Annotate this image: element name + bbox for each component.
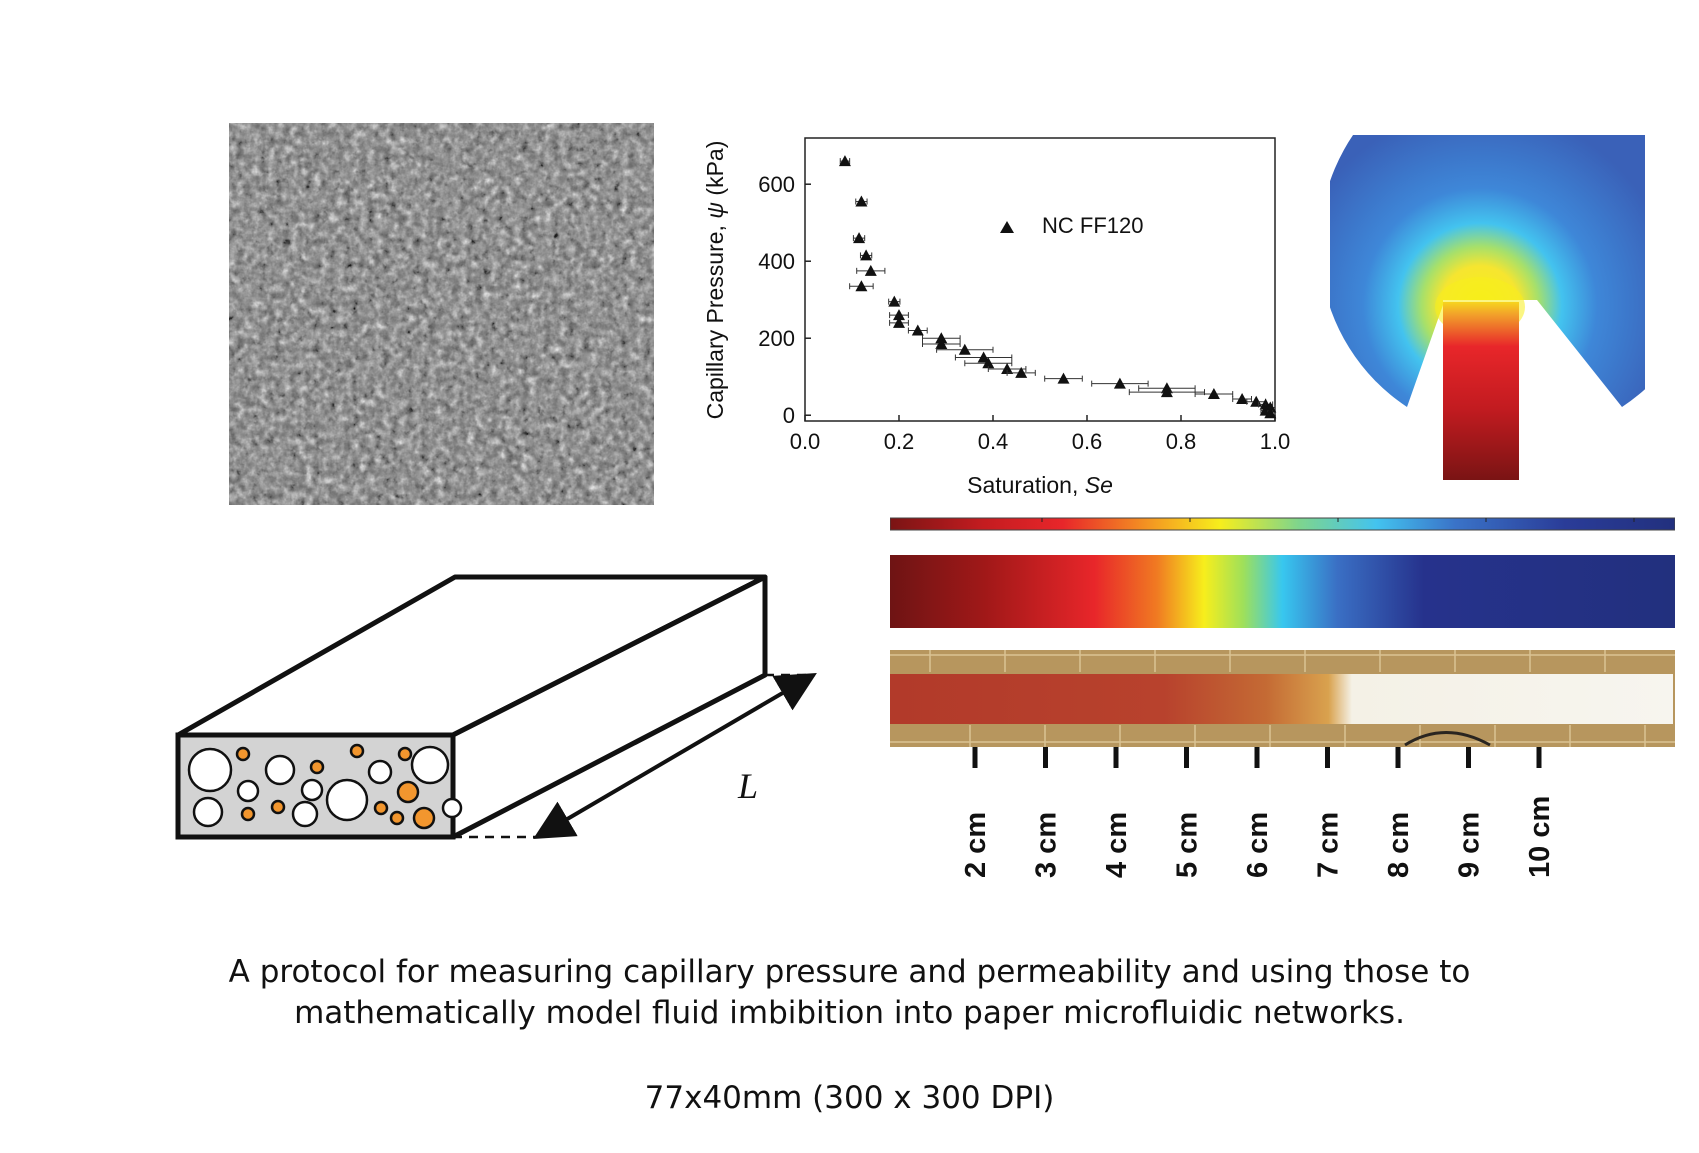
data-point	[856, 264, 886, 276]
length-label: L	[737, 766, 758, 806]
chart-legend: NC FF120	[1000, 213, 1143, 238]
triangle-marker	[855, 280, 868, 292]
ruler-label: 8 cm	[1383, 812, 1415, 878]
triangle-marker	[935, 332, 948, 344]
data-point	[889, 316, 909, 328]
length-arrow	[533, 672, 817, 840]
ruler-label: 6 cm	[1242, 812, 1274, 878]
triangle-marker	[864, 264, 877, 276]
simulated-strip	[890, 555, 1675, 628]
caption-line-1: A protocol for measuring capillary press…	[228, 954, 1471, 990]
x-tick-label: 0.0	[790, 429, 821, 454]
x-tick-label: 0.6	[1072, 429, 1103, 454]
inlet-stem	[1443, 302, 1519, 480]
data-point	[852, 232, 866, 244]
ruler-label: 3 cm	[1031, 812, 1063, 878]
strip-shadow-arc	[1404, 731, 1491, 747]
triangle-marker	[893, 316, 905, 328]
ruler-label: 7 cm	[1313, 812, 1345, 878]
triangle-marker	[853, 232, 866, 244]
ruler-label: 10 cm	[1524, 796, 1556, 878]
caption-line-2: mathematically model fluid imbibition in…	[294, 995, 1405, 1031]
sem-micrograph	[229, 123, 654, 505]
y-tick-label: 600	[758, 172, 795, 197]
data-point	[922, 337, 961, 349]
porous-medium-schematic: L	[175, 574, 817, 840]
data-point	[907, 324, 928, 336]
data-point	[1006, 366, 1036, 378]
triangle-marker	[1160, 386, 1173, 398]
imbibition-simulation-figure	[1330, 135, 1645, 480]
x-tick-label: 0.2	[884, 429, 915, 454]
data-point	[855, 195, 868, 207]
data-point	[838, 155, 851, 167]
triangle-marker	[1001, 363, 1014, 375]
data-point	[859, 249, 873, 261]
figure-dimensions: 77x40mm (300 x 300 DPI)	[644, 1080, 1055, 1116]
data-point	[1044, 372, 1083, 384]
data-point	[936, 343, 994, 355]
data-point	[1194, 388, 1234, 400]
triangle-marker	[1057, 372, 1070, 384]
data-point	[987, 363, 1027, 375]
paper-strip-photo: 2 cm 3 cm 4 cm 5 cm 6 cm 7 cm 8 cm 9 cm 10 cm	[890, 650, 1675, 878]
triangle-marker	[977, 351, 990, 363]
ruler-label: 2 cm	[960, 812, 992, 878]
data-point	[964, 357, 1013, 369]
legend-label: NC FF120	[1042, 213, 1143, 238]
x-tick-label: 0.8	[1166, 429, 1197, 454]
x-axis-label: Saturation, Se	[967, 472, 1113, 498]
triangle-marker	[1236, 393, 1249, 405]
triangle-marker	[860, 249, 873, 261]
triangle-marker	[838, 155, 851, 167]
y-tick-label: 200	[758, 326, 795, 351]
y-tick-label: 400	[758, 249, 795, 274]
triangle-marker	[982, 357, 995, 369]
y-tick-label: 0	[783, 403, 795, 428]
data-point	[1232, 393, 1252, 405]
legend-marker	[1000, 221, 1014, 233]
triangle-marker	[935, 337, 948, 349]
triangle-marker	[855, 195, 868, 207]
data-point	[954, 351, 1013, 363]
data-point	[1128, 386, 1205, 398]
triangle-marker	[893, 309, 905, 321]
y-axis-label: Capillary Pressure, ψ (kPa)	[702, 141, 728, 420]
ruler-label: 5 cm	[1172, 812, 1204, 878]
pores	[187, 743, 463, 830]
plot-frame	[804, 137, 1276, 422]
triangle-marker	[1264, 407, 1277, 419]
triangle-marker	[1207, 388, 1220, 400]
data-point	[888, 295, 901, 307]
triangle-marker	[1015, 366, 1028, 378]
ruler-label: 4 cm	[1101, 812, 1133, 878]
data-point	[1264, 407, 1277, 419]
ruler: 2 cm 3 cm 4 cm 5 cm 6 cm 7 cm 8 cm 9 cm 10 cm	[960, 747, 1556, 878]
x-tick-label: 0.4	[978, 429, 1009, 454]
triangle-marker	[1113, 377, 1126, 389]
paper-strip	[890, 674, 1673, 724]
data-point	[1091, 377, 1149, 389]
triangle-marker	[888, 295, 901, 307]
triangle-marker	[911, 324, 924, 336]
figure-caption: A protocol for measuring capillary press…	[0, 952, 1699, 1034]
colorbar	[890, 517, 1675, 531]
triangle-marker	[958, 343, 971, 355]
data-point	[849, 280, 874, 292]
capillary-pressure-chart: 0.0 0.2 0.4 0.6 0.8 1.0 0 200 400 600 NC FF120 Sa…	[702, 137, 1291, 498]
x-tick-label: 1.0	[1260, 429, 1291, 454]
fan-region	[1330, 135, 1645, 407]
data-point	[889, 309, 909, 321]
ruler-label: 9 cm	[1454, 812, 1486, 878]
